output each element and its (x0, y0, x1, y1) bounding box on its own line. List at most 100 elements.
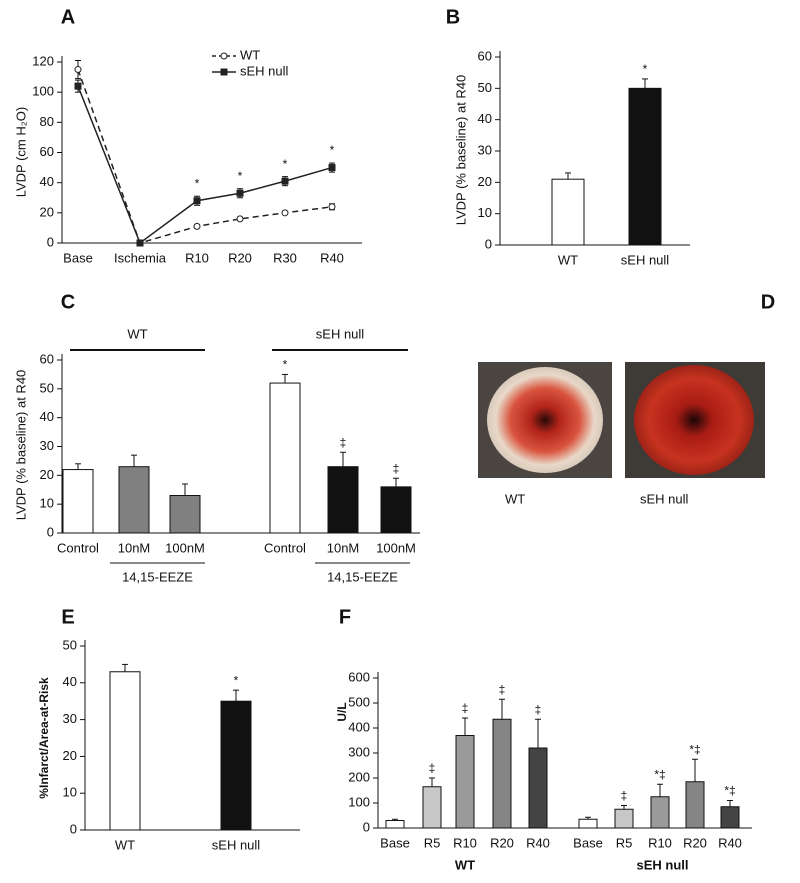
bar (422, 786, 442, 829)
panel-label: D (761, 291, 775, 313)
significance-mark: *‡ (689, 742, 700, 756)
y-tick-label: 40 (478, 111, 492, 126)
y-tick-label: 600 (348, 669, 370, 684)
significance-mark: ‡ (535, 702, 542, 716)
significance-mark: ‡ (499, 682, 506, 696)
x-tick-label: 10nM (327, 540, 360, 555)
bar (685, 781, 705, 829)
panel-label: F (339, 606, 351, 628)
x-tick-label: R10 (185, 250, 209, 265)
x-tick-label: 100nM (165, 540, 205, 555)
significance-mark: * (234, 673, 239, 687)
x-tick-label: R40 (718, 835, 742, 850)
y-tick-label: 300 (348, 744, 370, 759)
y-tick-label: 20 (40, 467, 54, 482)
significance-mark: *‡ (654, 767, 665, 781)
significance-mark: ‡ (621, 789, 628, 803)
y-axis-label: %Infarct/Area-at-Risk (37, 677, 51, 799)
x-tick-label: R30 (273, 250, 297, 265)
group-label: sEH null (636, 857, 688, 872)
x-tick-label: WT (558, 252, 578, 267)
x-tick-label: WT (115, 837, 135, 852)
y-tick-label: 60 (40, 144, 54, 159)
x-tick-label: R5 (616, 835, 633, 850)
heart-section (634, 365, 754, 475)
y-tick-label: 80 (40, 114, 54, 129)
y-tick-label: 0 (47, 234, 54, 249)
y-tick-label: 30 (478, 142, 492, 157)
bar (650, 796, 670, 829)
x-tick-label: Control (264, 540, 306, 555)
bar (720, 806, 740, 829)
point (281, 209, 289, 217)
x-tick-label: Ischemia (114, 250, 167, 265)
y-axis-label: LVDP (% baseline) at R40 (453, 75, 468, 226)
y-tick-label: 20 (478, 174, 492, 189)
bar (109, 671, 141, 831)
significance-mark: * (238, 169, 243, 183)
point (136, 239, 144, 247)
y-tick-label: 400 (348, 719, 370, 734)
panel-label: C (61, 291, 75, 313)
y-axis-label: U/L (335, 702, 349, 721)
y-tick-label: 200 (348, 769, 370, 784)
legend-marker (220, 52, 228, 60)
group-label: WT (455, 857, 475, 872)
y-tick-label: 50 (63, 637, 77, 652)
y-tick-label: 500 (348, 694, 370, 709)
image-caption: sEH null (640, 491, 689, 506)
significance-mark: * (643, 62, 648, 76)
y-tick-label: 100 (32, 84, 54, 99)
y-tick-label: 30 (63, 711, 77, 726)
y-tick-label: 40 (40, 409, 54, 424)
y-tick-label: 60 (40, 351, 54, 366)
y-tick-label: 20 (40, 204, 54, 219)
significance-mark: ‡ (340, 435, 347, 449)
bar (62, 469, 94, 534)
point (236, 189, 244, 197)
point (328, 203, 336, 211)
y-tick-label: 60 (478, 48, 492, 63)
point (281, 177, 289, 185)
bar (492, 718, 512, 829)
y-axis-label: LVDP (% baseline) at R40 (13, 370, 28, 521)
x-tick-label: Base (573, 835, 603, 850)
bar (380, 486, 412, 534)
x-tick-label: R40 (320, 250, 344, 265)
y-tick-label: 30 (40, 438, 54, 453)
panel-d: D WT sEH null (478, 291, 775, 506)
heart-section (487, 367, 603, 473)
point (74, 66, 82, 74)
x-tick-label: Base (380, 835, 410, 850)
x-tick-label: R20 (228, 250, 252, 265)
point (328, 164, 336, 172)
bar (327, 466, 359, 534)
bar (118, 466, 150, 534)
y-tick-label: 0 (363, 819, 370, 834)
y-tick-label: 40 (40, 174, 54, 189)
x-tick-label: Base (63, 250, 93, 265)
legend-label: WT (240, 47, 260, 62)
x-tick-label: sEH null (621, 252, 670, 267)
bar (455, 735, 475, 829)
x-tick-label: R10 (648, 835, 672, 850)
series-line (77, 85, 333, 245)
bar (385, 820, 405, 829)
significance-mark: * (330, 143, 335, 157)
y-tick-label: 40 (63, 674, 77, 689)
group-label: WT (127, 326, 147, 341)
panel-label: B (446, 6, 460, 28)
bar (551, 178, 585, 246)
significance-mark: * (283, 358, 288, 372)
bar (169, 495, 201, 534)
y-tick-label: 120 (32, 53, 54, 68)
bar (220, 700, 252, 831)
x-tick-label: R5 (424, 835, 441, 850)
y-tick-label: 0 (485, 236, 492, 251)
x-tick-label: Control (57, 540, 99, 555)
x-tick-label: R20 (490, 835, 514, 850)
significance-mark: * (283, 157, 288, 171)
panel-label: A (61, 6, 75, 28)
y-tick-label: 50 (40, 380, 54, 395)
y-tick-label: 0 (70, 821, 77, 836)
